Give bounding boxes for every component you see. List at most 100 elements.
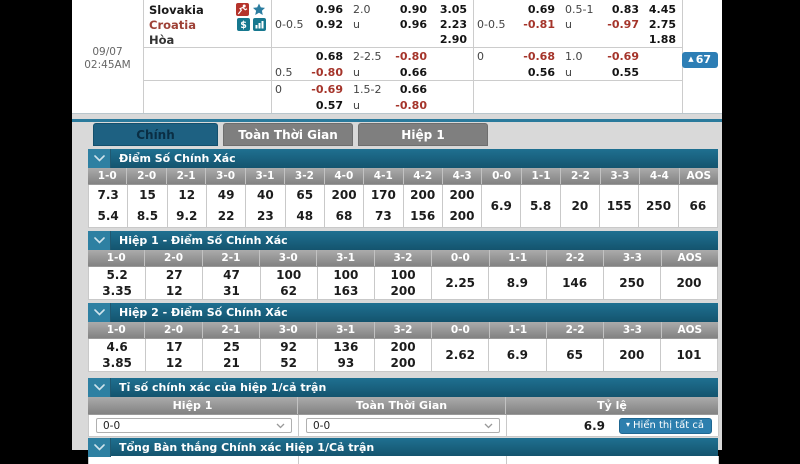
odds-value[interactable]: 22 [217,209,235,223]
chevron-down-icon[interactable] [88,231,111,250]
live-icon[interactable] [236,3,249,16]
odds-value[interactable]: 136 [333,340,359,354]
odds-value[interactable]: 146 [562,276,588,290]
odds-value[interactable]: 68 [335,209,353,223]
odds-value[interactable]: 0.66 [399,65,427,79]
line-value[interactable]: 0-0.5 [477,18,506,31]
odds-value[interactable]: 9.2 [176,209,198,223]
odds-value[interactable]: 0.68 [315,50,343,64]
odds-value[interactable]: 6.9 [490,199,512,213]
line-value[interactable]: 2-2.5 [353,50,382,64]
tab-hiep-1[interactable]: Hiệp 1 [358,123,488,146]
odds-value[interactable]: 0.56 [527,65,555,79]
odds-value[interactable]: 8.9 [506,276,529,290]
chevron-down-icon[interactable] [88,437,111,457]
odds-value[interactable]: 2.62 [445,348,476,362]
chevron-down-icon[interactable] [88,303,111,322]
odds-value[interactable]: 3.35 [102,284,132,298]
tab-chinh[interactable]: Chính [93,123,218,146]
odds-value[interactable]: 2.75 [648,18,676,31]
odds-value[interactable]: 200 [619,348,645,362]
line-value[interactable]: u [353,65,360,79]
odds-value[interactable]: -0.69 [311,83,343,97]
line-value[interactable]: 2.0 [353,3,371,16]
odds-value[interactable]: 155 [606,199,632,213]
odds-value[interactable]: -0.80 [395,50,427,64]
odds-value[interactable]: 200 [676,276,702,290]
odds-value[interactable]: 62 [280,284,297,298]
odds-value[interactable]: 8.5 [136,209,159,223]
odds-value[interactable]: 21 [223,356,240,370]
odds-value[interactable]: 1.88 [648,33,676,46]
odds-value[interactable]: 12 [165,356,183,370]
odds-value[interactable]: 0.69 [527,3,555,16]
odds-value[interactable]: 27 [165,268,183,282]
odds-value[interactable]: 2.90 [439,33,467,46]
odds-value[interactable]: 31 [223,284,240,298]
odds-value[interactable]: 2.23 [439,18,467,31]
odds-value[interactable]: 4.6 [106,340,128,354]
odds-value[interactable]: 49 [217,188,235,202]
odds-value[interactable]: 0.90 [399,3,427,16]
odds-value[interactable]: 0.96 [315,3,343,16]
odds-value[interactable]: 66 [689,199,707,213]
odds-value[interactable]: 4.45 [648,3,676,16]
line-value[interactable]: 0 [275,83,282,97]
odds-value[interactable]: 3.05 [439,3,467,16]
odds-value[interactable]: 3.85 [102,356,132,370]
line-value[interactable]: u [353,98,360,112]
odds-value[interactable]: 0.83 [611,3,639,16]
odds-value[interactable]: 200 [449,209,475,223]
odds-value[interactable]: -0.80 [395,98,427,112]
line-value[interactable]: u [565,65,572,79]
chevron-down-icon[interactable] [88,378,111,397]
odds-value[interactable]: 200 [410,188,436,202]
odds-value[interactable]: -0.97 [607,18,639,31]
tab-toan-thoi-gian[interactable]: Toàn Thời Gian [223,123,353,146]
odds-value[interactable]: 12 [178,188,196,202]
star-icon[interactable] [252,3,266,16]
chart-icon[interactable] [253,18,266,31]
odds-value[interactable]: 156 [410,209,436,223]
odds-value[interactable]: 5.2 [106,268,128,282]
odds-value[interactable]: 73 [374,209,392,223]
line-value[interactable]: 1.5-2 [353,83,382,97]
line-value[interactable]: u [565,18,572,31]
odds-value[interactable]: 5.4 [97,209,119,223]
odds-value[interactable]: 100 [390,268,416,282]
fulltime-score-select[interactable]: 0-0 [306,418,500,433]
odds-value[interactable]: 0.57 [315,98,343,112]
more-markets-badge[interactable]: ▲ 67 [682,52,718,68]
odds-value[interactable]: -0.81 [523,18,555,31]
odds-value[interactable]: 12 [165,284,183,298]
odds-value[interactable]: 65 [296,188,314,202]
line-value[interactable]: 0.5 [275,65,293,79]
odds-value[interactable]: 200 [390,356,416,370]
odds-value[interactable]: 200 [390,340,416,354]
odds-value[interactable]: 0.55 [611,65,639,79]
odds-value[interactable]: 65 [566,348,583,362]
odds-value[interactable]: 0.92 [315,18,343,31]
odds-value[interactable]: 0.66 [399,83,427,97]
line-value[interactable]: 0.5-1 [565,3,594,16]
odds-value[interactable]: 25 [223,340,240,354]
dollar-icon[interactable]: $ [237,18,250,31]
odds-value[interactable]: 250 [619,276,645,290]
line-value[interactable]: 0 [477,50,484,64]
odds-value[interactable]: 17 [165,340,183,354]
odds-value[interactable]: 23 [257,209,274,223]
odds-value[interactable]: 48 [296,209,314,223]
odds-value[interactable]: -0.69 [607,50,639,64]
odds-value[interactable]: 5.8 [529,199,552,213]
line-value[interactable]: 1.0 [565,50,583,64]
odds-value[interactable]: 163 [333,284,359,298]
odds-value[interactable]: 47 [223,268,240,282]
odds-value[interactable]: 7.3 [97,188,119,202]
odds-value[interactable]: 2.25 [445,276,476,290]
odds-value[interactable]: 200 [390,284,416,298]
odds-value[interactable]: 93 [337,356,355,370]
show-all-button[interactable]: ▾ Hiển thị tất cả [619,417,712,434]
odds-value[interactable]: 0.96 [399,18,427,31]
odds-value[interactable]: 101 [676,348,702,362]
odds-value[interactable]: -0.80 [311,65,343,79]
